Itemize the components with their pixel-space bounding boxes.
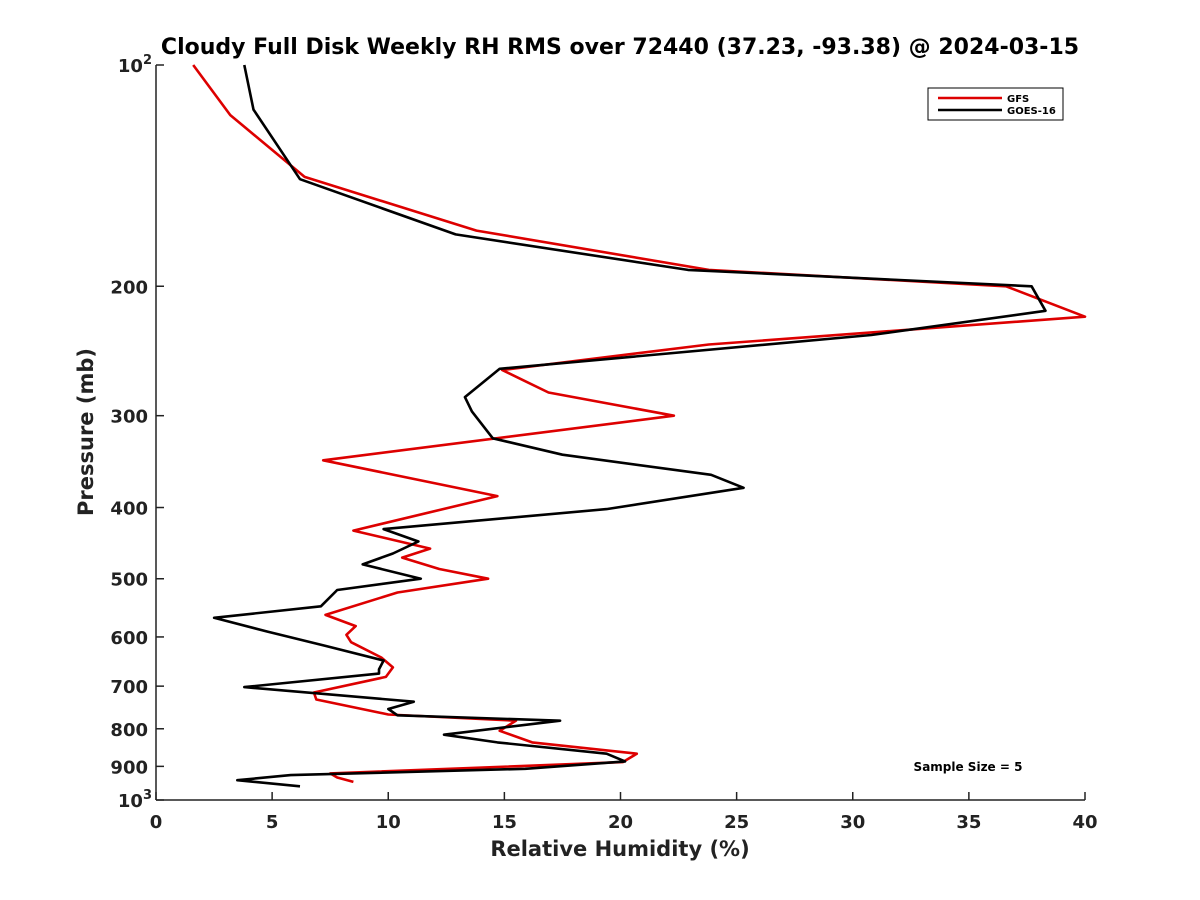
series-line-goes-16: [212, 64, 1047, 788]
sample-size-annotation: Sample Size = 5: [914, 760, 1023, 774]
x-tick-label: 5: [266, 812, 279, 833]
x-axis-label: Relative Humidity (%): [490, 837, 749, 861]
x-tick-label: 40: [1072, 812, 1097, 833]
y-axis-label: Pressure (mb): [74, 348, 98, 516]
legend-label: GFS: [1007, 94, 1029, 105]
legend-label: GOES-16: [1007, 106, 1056, 117]
x-tick-label: 15: [492, 812, 517, 833]
series-line-gfs: [192, 64, 1087, 784]
y-tick-label: 300: [110, 407, 148, 428]
y-tick-label: 102: [118, 53, 152, 77]
legend-box: [927, 87, 1064, 121]
x-tick-label: 10: [376, 812, 401, 833]
y-tick-label: 500: [110, 570, 148, 591]
series-layer: [192, 64, 1087, 788]
y-tick-label: 700: [110, 677, 148, 698]
x-tick-label: 35: [956, 812, 981, 833]
chart-title: Cloudy Full Disk Weekly RH RMS over 7244…: [161, 35, 1079, 60]
x-tick-label: 20: [608, 812, 633, 833]
y-tick-label: 400: [110, 499, 148, 520]
plot-area: [155, 65, 1085, 801]
y-tick-label: 200: [110, 277, 148, 298]
x-axis-ticks: 0 5 10 15 20 25 30 35 40: [150, 792, 1098, 833]
y-tick-label: 800: [110, 720, 148, 741]
x-tick-label: 0: [150, 812, 163, 833]
x-tick-label: 30: [840, 812, 865, 833]
y-tick-label: 900: [110, 757, 148, 778]
x-tick-label: 25: [724, 812, 749, 833]
y-axis-ticks: 102 200 300 400 500 600 700 800 900 103: [110, 53, 164, 812]
y-tick-label: 600: [110, 628, 148, 649]
y-tick-label: 103: [118, 788, 152, 812]
